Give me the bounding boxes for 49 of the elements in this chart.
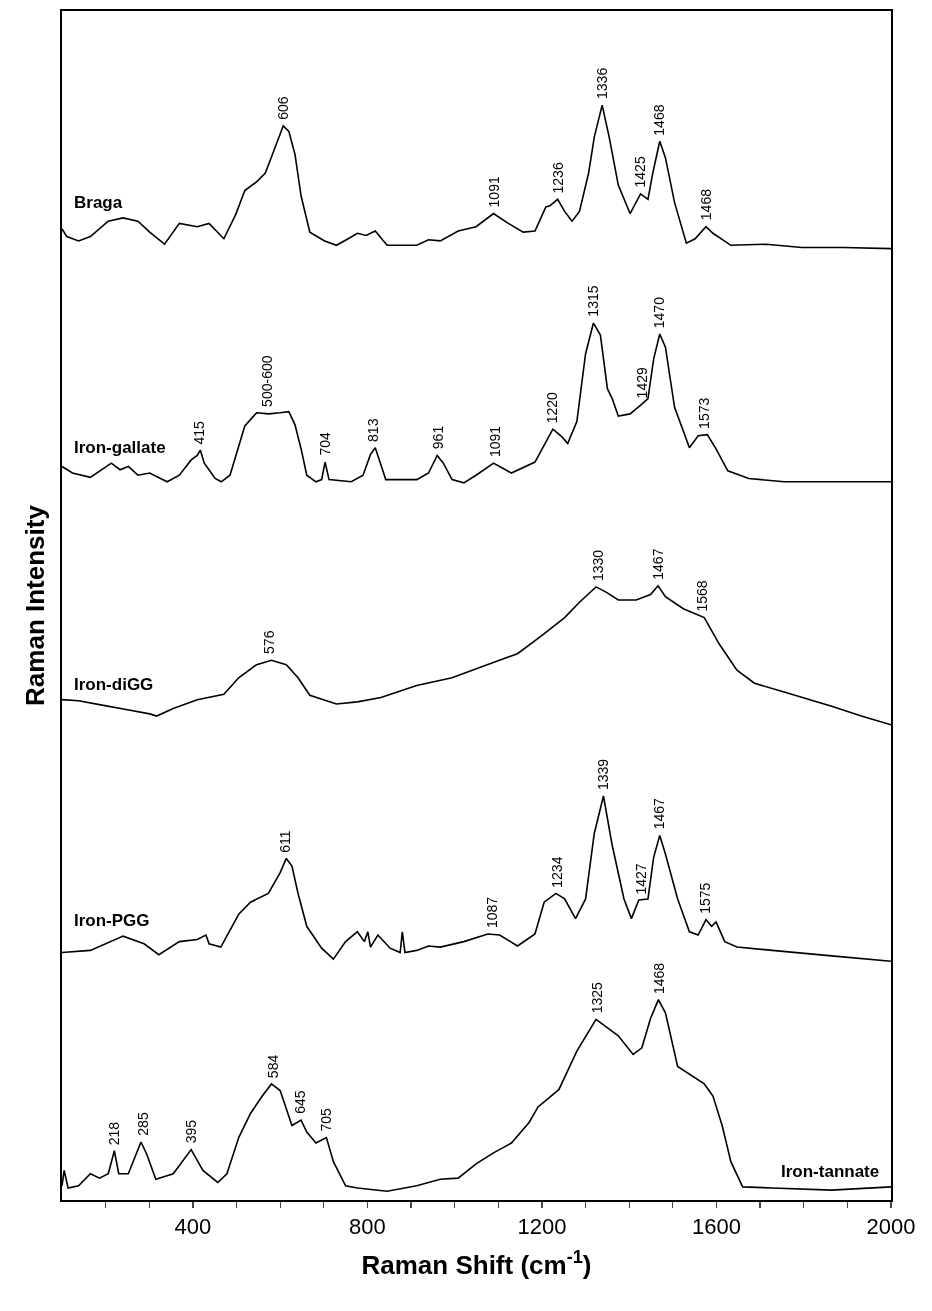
annotation: 1468: [650, 962, 667, 995]
annotation: 1425: [631, 156, 648, 188]
annotation: 285: [134, 1112, 151, 1136]
annotation: 704: [317, 432, 334, 456]
series-label: Iron-gallate: [74, 438, 166, 457]
series-label: Iron-diGG: [74, 675, 154, 694]
x-tick-label: 2000: [866, 1214, 916, 1239]
annotation: 1315: [584, 285, 601, 317]
annotation: 1573: [696, 397, 713, 429]
series-label: Iron-PGG: [74, 911, 150, 930]
annotation: 1470: [651, 296, 668, 329]
annotation: 1468: [697, 188, 714, 221]
annotation: 1468: [651, 104, 668, 136]
x-tick-label: 1600: [691, 1214, 741, 1239]
annotation: 1091: [486, 425, 503, 458]
annotation: 961: [430, 425, 447, 450]
annotation: 1220: [543, 391, 560, 424]
annotation: 1091: [486, 176, 503, 208]
annotation: 1087: [484, 896, 501, 929]
annotation: 813: [365, 418, 382, 442]
annotation: 1236: [549, 162, 566, 194]
annotation: 1575: [697, 882, 714, 914]
annotation: 218: [105, 1121, 122, 1146]
annotation: 705: [318, 1107, 335, 1132]
annotation: 1467: [650, 548, 667, 580]
series-label: Iron-tannate: [781, 1162, 880, 1181]
annotation: 584: [265, 1054, 282, 1079]
annotation: 1330: [590, 549, 607, 582]
annotation: 645: [291, 1090, 308, 1114]
annotation: 1427: [633, 863, 650, 895]
x-tick-label: 400: [174, 1214, 212, 1239]
x-axis-title: Raman Shift (cm$^{-1}$): [361, 1247, 592, 1281]
annotation: 1339: [595, 758, 612, 791]
annotation: 1336: [593, 67, 610, 99]
annotation: 1234: [548, 856, 565, 888]
annotation: 395: [183, 1119, 200, 1144]
x-tick-label: 1200: [517, 1214, 567, 1239]
annotation: 500-600: [259, 355, 276, 407]
x-tick-label: 800: [349, 1214, 386, 1239]
annotation: 606: [274, 96, 291, 120]
annotation: 1325: [588, 981, 605, 1014]
annotation: 611: [277, 830, 294, 853]
annotation: 1467: [650, 798, 667, 830]
annotation: 576: [261, 630, 278, 654]
y-axis-title: Raman Intensity: [20, 504, 51, 706]
annotation: 1429: [634, 367, 651, 399]
annotation: 1568: [694, 580, 711, 612]
annotation: 415: [191, 420, 208, 445]
series-label: Braga: [74, 193, 123, 212]
